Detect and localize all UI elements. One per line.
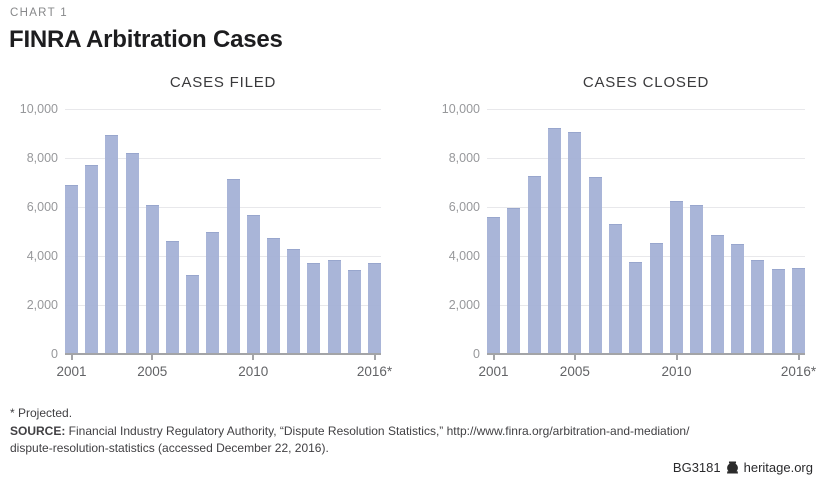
bar-2011 — [267, 238, 280, 354]
bar-2002 — [507, 208, 521, 354]
gridline — [487, 157, 805, 159]
source-text-line1: Financial Industry Regulatory Authority,… — [65, 424, 690, 438]
x-axis-tick — [252, 355, 255, 360]
chart-kicker: CHART 1 — [10, 7, 68, 19]
plot-area — [487, 108, 805, 360]
gridline — [65, 255, 381, 257]
heritage-bell-icon — [726, 461, 738, 474]
bar-2012 — [287, 248, 301, 354]
page-title: FINRA Arbitration Cases — [9, 26, 283, 53]
bar-2015 — [347, 269, 361, 354]
x-axis-label: 2016* — [780, 364, 817, 379]
y-axis-label: 8,000 — [26, 151, 58, 165]
bar-2011 — [690, 204, 704, 354]
chart-title-cases-closed: CASES CLOSED — [582, 74, 710, 91]
bar-2007 — [186, 274, 200, 354]
chart-panel-cases-closed: CASES CLOSED 0 2,000 4,000 6,000 8,000 10,000… — [425, 68, 820, 393]
bar-2003 — [527, 175, 541, 354]
bar-2003 — [105, 134, 119, 354]
y-axis-label: 6,000 — [26, 200, 58, 214]
y-axis-label: 0 — [473, 347, 480, 361]
chart-panel-cases-filed: CASES FILED 0 2,000 4,000 6,000 8,000 10,000 … — [10, 68, 400, 393]
x-axis-tick — [675, 355, 678, 360]
bar-2013 — [731, 243, 744, 354]
bar-2008 — [629, 262, 643, 354]
y-axis-label: 10,000 — [441, 102, 480, 116]
bar-2004 — [125, 153, 139, 354]
x-axis-label: 2010 — [238, 364, 269, 379]
chart-title-cases-filed: CASES FILED — [169, 74, 277, 91]
y-axis-label: 10,000 — [19, 102, 58, 116]
gridline — [487, 206, 805, 208]
gridline — [487, 255, 805, 257]
bar-2001 — [65, 184, 78, 354]
bar-2002 — [85, 165, 99, 354]
bar-2010 — [670, 201, 683, 354]
x-axis-line — [487, 353, 805, 355]
bar-2007 — [609, 223, 622, 354]
bar-2001 — [487, 217, 500, 354]
doc-id: BG3181 — [672, 460, 721, 475]
x-axis-tick — [492, 355, 495, 360]
y-axis-label: 2,000 — [448, 298, 480, 312]
footer-branding: BG3181 heritage.org — [673, 460, 813, 475]
source-note: SOURCE: Financial Industry Regulatory Au… — [10, 423, 795, 456]
y-axis-labels: 0 2,000 4,000 6,000 8,000 10,000 — [10, 102, 58, 361]
x-axis-label: 2010 — [661, 364, 692, 379]
x-axis-tick — [797, 355, 800, 360]
y-axis-label: 4,000 — [448, 249, 480, 263]
x-axis-label: 2001 — [478, 364, 509, 379]
x-axis-labels: 2001 2005 2010 2016* — [56, 364, 392, 380]
y-axis-label: 2,000 — [26, 298, 58, 312]
source-label: SOURCE: — [10, 424, 66, 438]
gridline — [487, 108, 805, 110]
y-axis-label: 0 — [51, 347, 58, 361]
bar-2004 — [548, 128, 561, 354]
bar-2013 — [307, 263, 321, 354]
x-axis-label: 2005 — [137, 364, 168, 379]
bar-2014 — [751, 260, 765, 354]
bar-2006 — [588, 177, 602, 354]
bar-2006 — [166, 241, 179, 354]
gridline — [65, 206, 381, 208]
x-axis-labels: 2001 2005 2010 2016* — [478, 364, 816, 380]
bar-2008 — [206, 231, 220, 354]
bar-2016* — [368, 263, 381, 354]
y-axis-label: 6,000 — [448, 200, 480, 214]
x-axis-line — [65, 353, 381, 355]
y-axis-label: 8,000 — [448, 151, 480, 165]
projected-footnote: * Projected. — [10, 406, 73, 420]
y-axis-label: 4,000 — [26, 249, 58, 263]
source-text-line2: dispute-resolution-statistics (accessed … — [10, 440, 329, 455]
bar-2009 — [649, 242, 663, 354]
bar-2009 — [226, 179, 240, 354]
x-axis-tick — [70, 355, 73, 360]
gridline — [65, 304, 381, 306]
bar-2014 — [327, 260, 341, 354]
plot-area — [65, 108, 381, 360]
x-axis-label: 2001 — [56, 364, 87, 379]
x-axis-label: 2005 — [559, 364, 590, 379]
bar-2005 — [145, 205, 159, 354]
bar-2010 — [246, 214, 260, 354]
heritage-site: heritage.org — [743, 460, 813, 475]
gridline — [65, 157, 381, 159]
gridline — [487, 304, 805, 306]
bar-2005 — [568, 132, 582, 354]
x-axis-label: 2016* — [356, 364, 393, 379]
x-axis-tick — [573, 355, 576, 360]
x-axis-tick — [373, 355, 376, 360]
bar-2016* — [792, 267, 805, 354]
x-axis-tick — [151, 355, 154, 360]
y-axis-labels: 0 2,000 4,000 6,000 8,000 10,000 — [425, 102, 480, 361]
bar-2015 — [771, 269, 785, 354]
gridline — [65, 108, 381, 110]
bar-2012 — [710, 234, 724, 354]
